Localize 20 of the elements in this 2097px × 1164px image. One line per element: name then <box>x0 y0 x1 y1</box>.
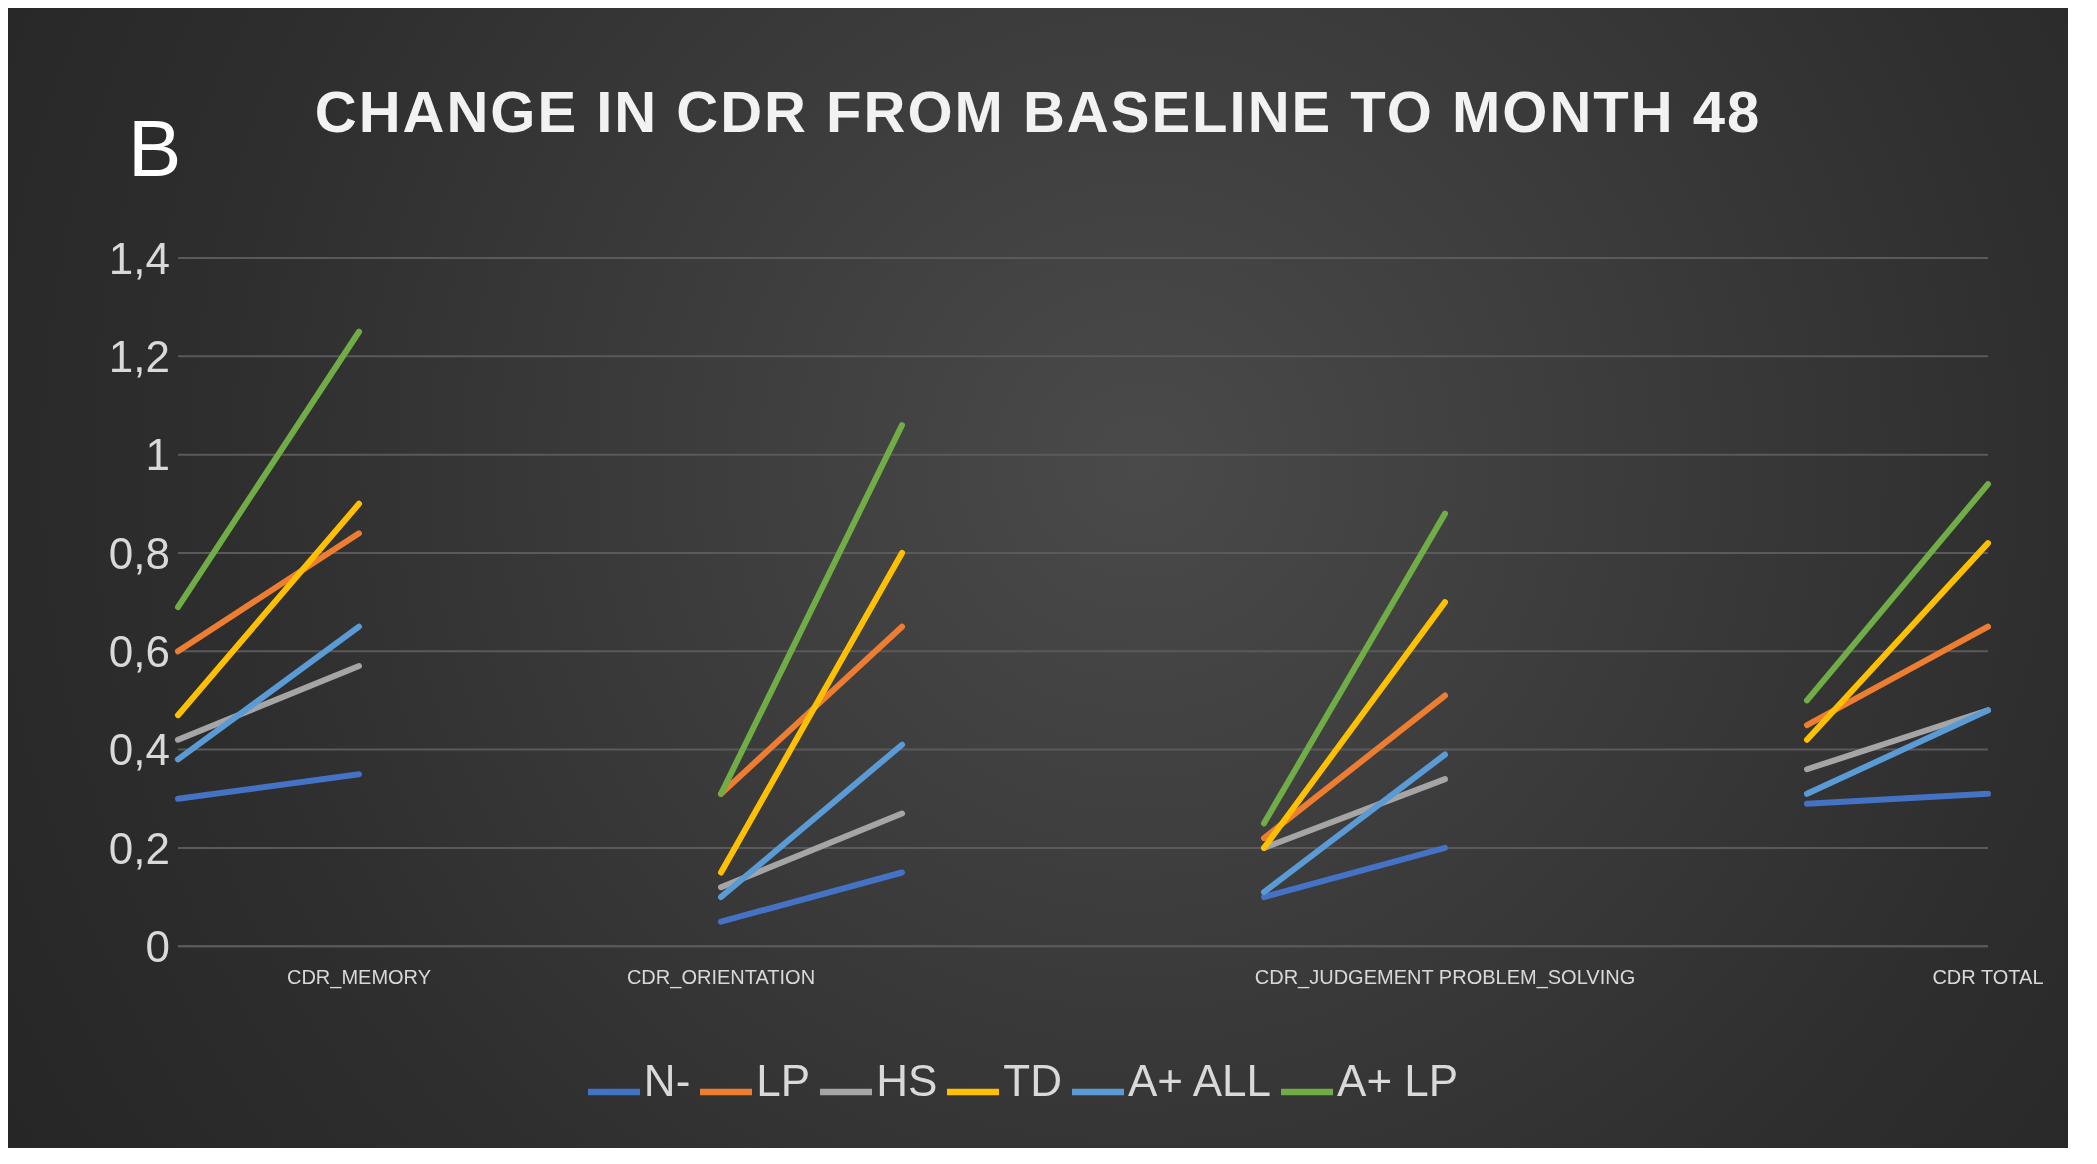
y-tick-label: 1 <box>145 430 170 480</box>
y-tick-label: 0,8 <box>108 528 170 578</box>
legend-label: HS <box>876 1056 938 1106</box>
y-tick-label: 1,2 <box>108 331 170 381</box>
x-tick-label: CDR_ORIENTATION <box>626 966 816 990</box>
legend-label: A+ ALL <box>1127 1056 1272 1106</box>
chart-title: CHANGE IN CDR FROM BASELINE TO MONTH 48 <box>314 79 1762 144</box>
y-tick-label: 0 <box>145 921 170 971</box>
legend-label: LP <box>756 1056 811 1106</box>
legend-label: N- <box>643 1056 691 1106</box>
legend-label: TD <box>1003 1056 1062 1106</box>
legend-label: A+ LP <box>1337 1056 1459 1106</box>
y-tick-label: 0,2 <box>108 823 170 873</box>
y-tick-label: 0,4 <box>108 725 170 775</box>
y-tick-label: 1,4 <box>108 233 170 283</box>
y-tick-label: 0,6 <box>108 626 170 676</box>
x-tick-label: CDR TOTAL <box>1932 966 2044 989</box>
x-tick-label: CDR_MEMORY <box>286 966 432 990</box>
text: B <box>128 103 182 195</box>
x-tick-label: CDR_JUDGEMENT PROBLEM_SOLVING <box>1254 966 1636 990</box>
